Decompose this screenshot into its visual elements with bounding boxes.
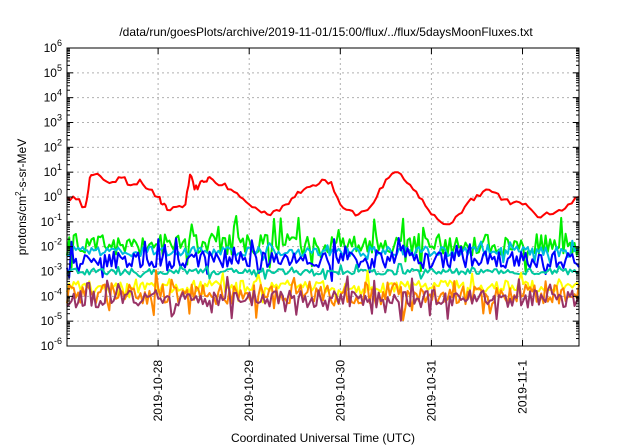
y-label-superscript: 2 [14, 191, 23, 196]
y-tick-base: 10 [44, 91, 58, 105]
series-line [66, 239, 580, 264]
y-tick-label: 10-3 [41, 262, 62, 279]
y-tick-exponent: -6 [54, 336, 62, 346]
y-tick-exponent: 5 [57, 63, 62, 73]
y-tick-label: 105 [44, 63, 62, 80]
y-tick-label: 104 [44, 88, 62, 105]
x-tick-label: 2019-11-1 [516, 360, 530, 414]
y-tick-exponent: -3 [54, 262, 62, 272]
y-tick-exponent: 4 [57, 88, 62, 98]
data-series [66, 171, 580, 322]
y-tick-base: 10 [44, 66, 58, 80]
y-tick-base: 10 [44, 140, 58, 154]
y-tick-base: 10 [41, 289, 55, 303]
y-tick-base: 10 [44, 41, 58, 55]
x-tick-label: 2019-10-29 [242, 360, 256, 422]
y-tick-exponent: 0 [57, 187, 62, 197]
y-tick-base: 10 [41, 240, 55, 254]
y-tick-exponent: -1 [54, 212, 62, 222]
y-tick-label: 103 [44, 113, 62, 130]
x-tick-label: 2019-10-30 [333, 360, 347, 422]
x-tick-label: 2019-10-31 [424, 360, 438, 422]
y-tick-label: 101 [44, 162, 62, 179]
y-tick-base: 10 [41, 265, 55, 279]
y-axis-ticks: 10-610-510-410-310-210-11001011021031041… [41, 38, 579, 353]
y-tick-label: 10-1 [41, 212, 62, 229]
y-tick-label: 10-2 [41, 237, 62, 254]
y-tick-exponent: 3 [57, 113, 62, 123]
series-line [66, 171, 580, 226]
x-tick-label: 2019-10-28 [151, 360, 165, 422]
y-tick-exponent: -4 [54, 286, 62, 296]
y-tick-label: 10-5 [41, 311, 62, 328]
y-tick-base: 10 [41, 314, 55, 328]
y-axis-label: protons/cm2-s-sr-MeV [14, 139, 29, 255]
y-tick-base: 10 [41, 339, 55, 353]
y-tick-exponent: -5 [54, 311, 62, 321]
chart-title: /data/run/goesPlots/archive/2019-11-01/1… [119, 25, 533, 39]
y-tick-label: 102 [44, 137, 62, 154]
series-line [66, 270, 580, 304]
y-tick-base: 10 [41, 215, 55, 229]
series-line [66, 262, 580, 280]
y-label-part-1: protons/cm [15, 196, 29, 255]
y-tick-exponent: -2 [54, 237, 62, 247]
y-tick-exponent: 6 [57, 38, 62, 48]
x-axis-label: Coordinated Universal Time (UTC) [231, 431, 415, 445]
y-tick-label: 10-6 [41, 336, 62, 353]
y-tick-exponent: 1 [57, 162, 62, 172]
series-line [66, 237, 580, 282]
y-tick-label: 106 [44, 38, 62, 55]
series-line [66, 269, 580, 322]
y-tick-base: 10 [44, 116, 58, 130]
x-axis-ticks: 2019-10-28 2019-10-29 2019-10-30 2019-10-31… [151, 48, 530, 422]
y-tick-base: 10 [44, 165, 58, 179]
y-tick-base: 10 [44, 190, 58, 204]
series-line [66, 275, 580, 322]
y-label-part-2: -s-sr-MeV [15, 139, 29, 192]
y-tick-label: 10-4 [41, 286, 62, 303]
y-tick-label: 100 [44, 187, 62, 204]
y-tick-exponent: 2 [57, 137, 62, 147]
